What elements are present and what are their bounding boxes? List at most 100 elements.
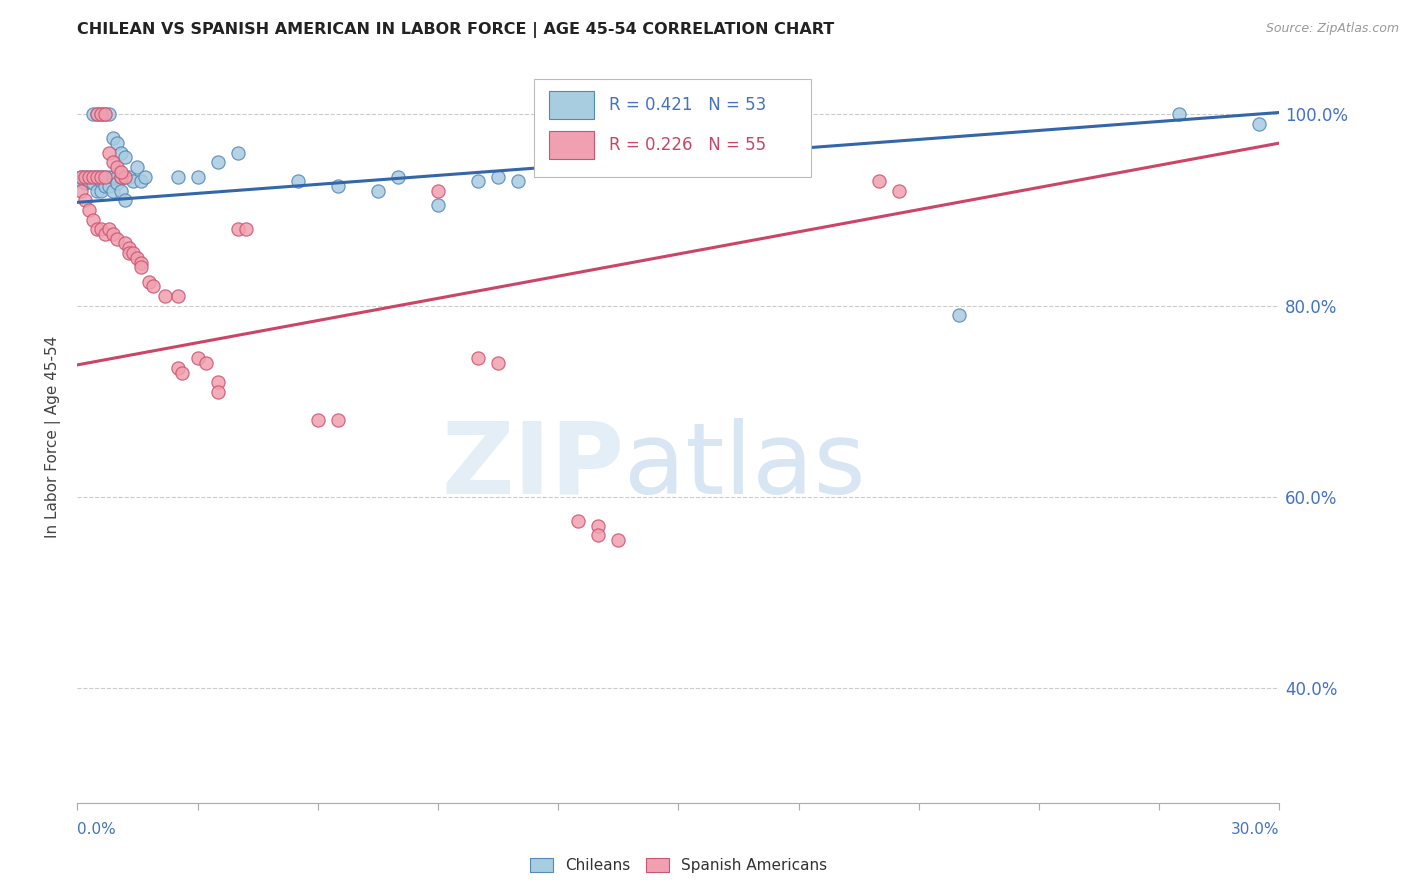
Point [79, 202, 101, 217]
Point [110, 169, 132, 184]
Point [98, 145, 121, 160]
Point [127, 160, 149, 174]
Point [166, 169, 188, 184]
Point [588, 518, 610, 533]
Point [86, 169, 108, 184]
Point [110, 169, 132, 184]
Point [70, 169, 93, 184]
Point [86, 222, 108, 236]
Point [114, 150, 136, 164]
Point [79, 169, 101, 184]
Point [90, 174, 112, 188]
Point [114, 194, 136, 208]
Point [427, 198, 450, 212]
Point [110, 184, 132, 198]
Point [86, 107, 108, 121]
Point [70, 169, 93, 184]
Point [110, 165, 132, 179]
Point [82, 212, 104, 227]
Point [94, 227, 117, 241]
Point [94, 179, 117, 194]
Point [70, 184, 93, 198]
Point [107, 176, 129, 190]
Point [79, 174, 101, 188]
Point [86, 169, 108, 184]
Point [226, 145, 249, 160]
Point [94, 107, 117, 121]
Point [194, 356, 217, 370]
Point [287, 174, 309, 188]
Legend: Chileans, Spanish Americans: Chileans, Spanish Americans [524, 852, 832, 880]
FancyBboxPatch shape [548, 91, 595, 119]
Point [98, 222, 121, 236]
Point [70, 174, 93, 188]
FancyBboxPatch shape [548, 131, 595, 159]
Point [107, 136, 129, 150]
Point [114, 169, 136, 184]
Point [103, 169, 125, 184]
Point [103, 184, 125, 198]
Text: atlas: atlas [624, 417, 866, 515]
Point [155, 289, 177, 303]
Point [103, 155, 125, 169]
Point [90, 184, 112, 198]
Point [1168, 107, 1191, 121]
Point [567, 514, 589, 528]
FancyBboxPatch shape [534, 78, 811, 178]
Point [122, 174, 145, 188]
Point [90, 107, 112, 121]
Point [82, 107, 104, 121]
Point [110, 145, 132, 160]
Point [467, 174, 489, 188]
Point [86, 107, 108, 121]
Y-axis label: In Labor Force | Age 45-54: In Labor Force | Age 45-54 [45, 336, 62, 538]
Point [166, 360, 188, 375]
Point [467, 351, 489, 366]
Point [588, 528, 610, 542]
Point [98, 179, 121, 194]
Point [90, 222, 112, 236]
Point [226, 222, 249, 236]
Text: 0.0%: 0.0% [77, 822, 117, 837]
Point [82, 169, 104, 184]
Text: 30.0%: 30.0% [1232, 822, 1279, 837]
Point [127, 251, 149, 265]
Point [122, 246, 145, 260]
Point [103, 227, 125, 241]
Point [131, 255, 153, 269]
Point [387, 169, 409, 184]
Point [94, 169, 117, 184]
Point [118, 241, 141, 255]
Text: R = 0.226   N = 55: R = 0.226 N = 55 [609, 136, 766, 154]
Point [326, 413, 349, 427]
Point [118, 169, 141, 184]
Point [114, 236, 136, 251]
Point [90, 169, 112, 184]
Point [187, 169, 209, 184]
Point [887, 184, 910, 198]
Point [307, 413, 329, 427]
Text: ZIP: ZIP [441, 417, 624, 515]
Point [138, 275, 160, 289]
Point [107, 169, 129, 184]
Point [98, 107, 121, 121]
Text: Source: ZipAtlas.com: Source: ZipAtlas.com [1265, 22, 1399, 36]
Point [107, 232, 129, 246]
Point [948, 308, 970, 322]
Point [207, 155, 229, 169]
Text: CHILEAN VS SPANISH AMERICAN IN LABOR FORCE | AGE 45-54 CORRELATION CHART: CHILEAN VS SPANISH AMERICAN IN LABOR FOR… [77, 22, 835, 38]
Point [94, 107, 117, 121]
Point [166, 289, 188, 303]
Point [118, 246, 141, 260]
Point [90, 107, 112, 121]
Point [486, 169, 509, 184]
Point [75, 169, 97, 184]
Point [82, 169, 104, 184]
Point [326, 179, 349, 194]
Point [1249, 117, 1271, 131]
Point [142, 279, 165, 293]
Point [607, 533, 630, 547]
Point [131, 260, 153, 275]
Point [107, 160, 129, 174]
Point [131, 174, 153, 188]
